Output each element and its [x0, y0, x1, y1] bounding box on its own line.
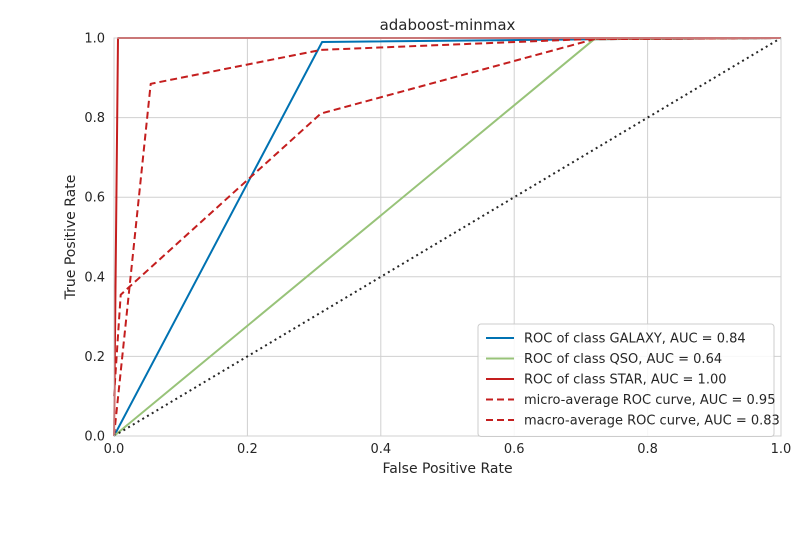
- y-tick-label: 1.0: [84, 32, 105, 47]
- y-tick-label: 0.6: [84, 191, 105, 206]
- x-tick-label: 0.0: [104, 442, 125, 457]
- chart-title: adaboost-minmax: [380, 16, 516, 34]
- x-tick-label: 1.0: [771, 442, 792, 457]
- x-tick-labels: 0.0 0.2 0.4 0.6 0.8 1.0: [104, 442, 792, 457]
- x-tick-label: 0.8: [637, 442, 658, 457]
- series-line-4: [113, 37, 782, 397]
- y-tick-labels: 0.0 0.2 0.4 0.6 0.8 1.0: [84, 32, 105, 445]
- y-tick-label: 0.0: [84, 430, 105, 445]
- y-axis-label: True Positive Rate: [63, 175, 79, 301]
- x-tick-label: 0.4: [370, 442, 391, 457]
- x-tick-label: 0.6: [504, 442, 525, 457]
- legend-entry: macro-average ROC curve, AUC = 0.83: [524, 414, 780, 429]
- plot-frame: [113, 37, 782, 437]
- legend: ROC of class GALAXY, AUC = 0.84 ROC of cl…: [477, 323, 780, 437]
- x-axis-label: False Positive Rate: [382, 461, 512, 477]
- legend-entry: ROC of class QSO, AUC = 0.64: [524, 352, 722, 367]
- legend-entry: ROC of class STAR, AUC = 1.00: [524, 373, 727, 388]
- y-tick-label: 0.8: [84, 111, 105, 126]
- legend-entry: ROC of class GALAXY, AUC = 0.84: [524, 332, 746, 347]
- legend-entry: micro-average ROC curve, AUC = 0.95: [524, 393, 775, 408]
- x-tick-label: 0.2: [237, 442, 258, 457]
- y-tick-label: 0.4: [84, 270, 105, 285]
- legend-box: [477, 323, 775, 437]
- y-tick-label: 0.2: [84, 350, 105, 365]
